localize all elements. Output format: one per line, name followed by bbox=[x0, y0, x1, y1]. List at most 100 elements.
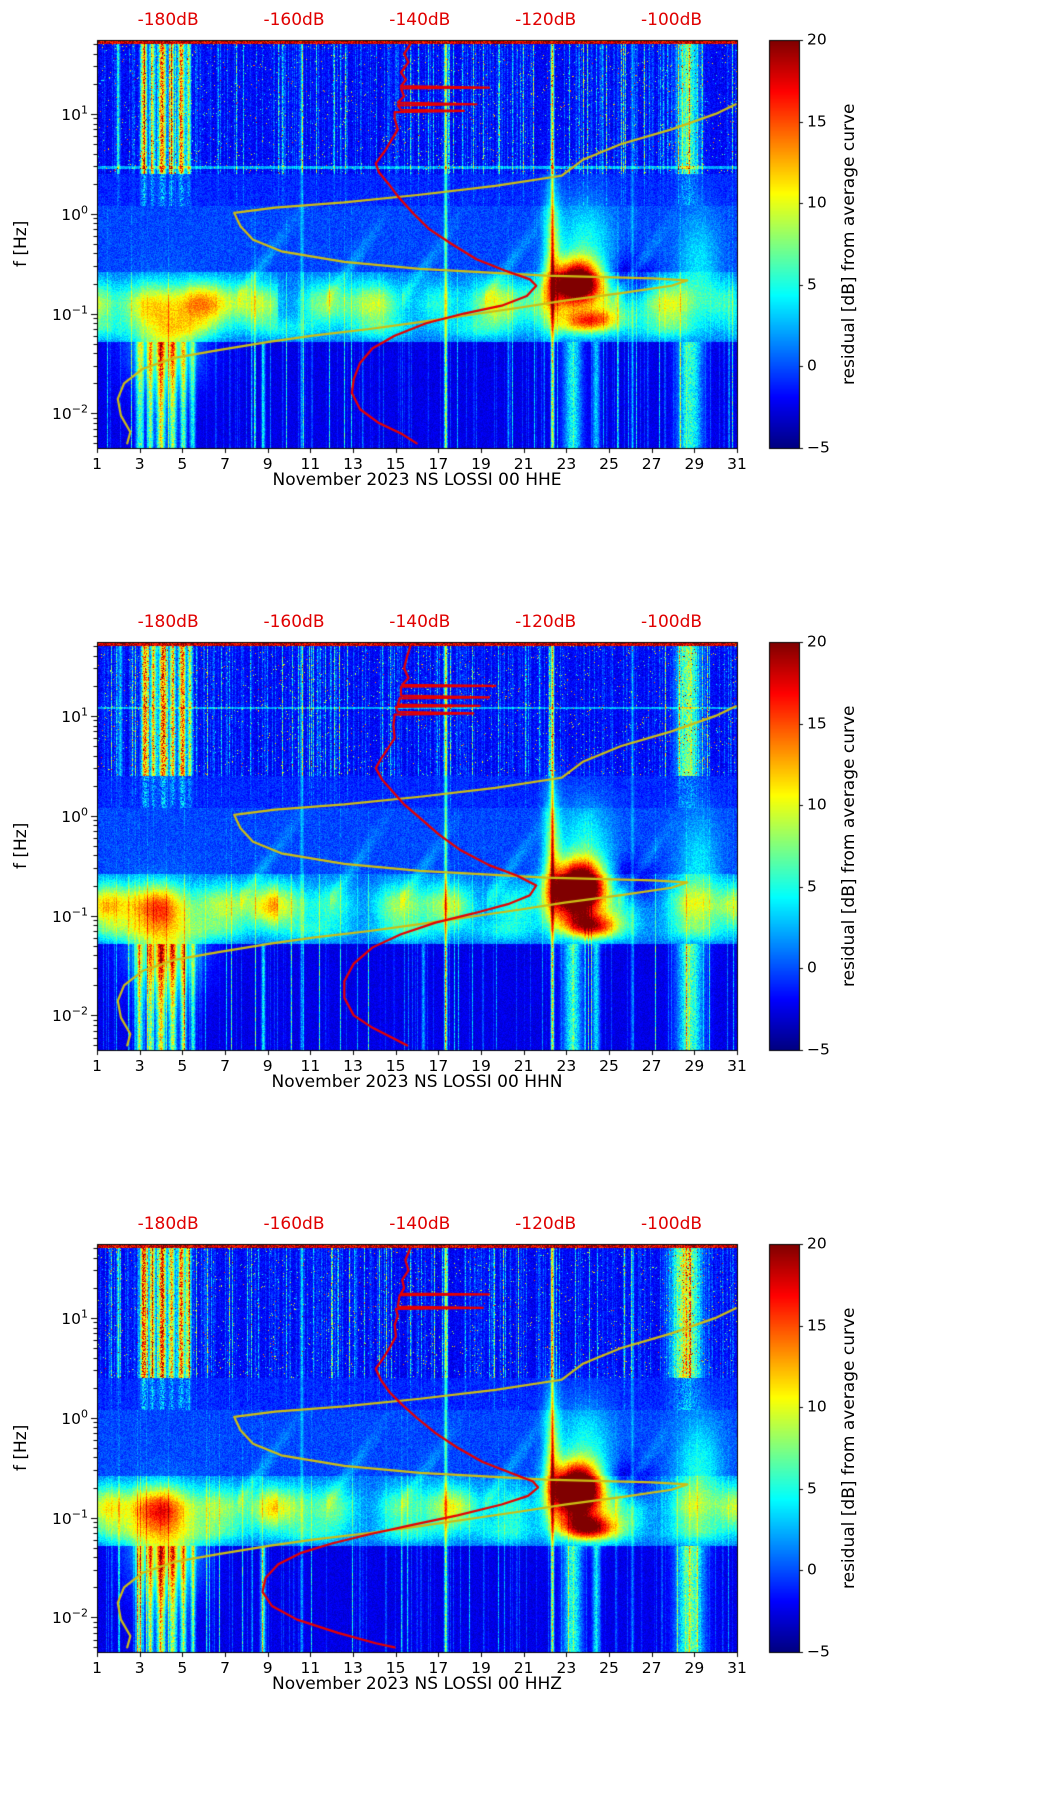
x-tick-label: 3 bbox=[134, 1659, 145, 1677]
top-db-tick: -120dB bbox=[515, 612, 577, 632]
colorbar-tick-label: 20 bbox=[807, 30, 827, 49]
x-tick-label: 21 bbox=[513, 1659, 534, 1677]
x-axis-title: November 2023 NS LOSSI 00 HHN bbox=[271, 1072, 563, 1092]
spectrogram-canvas-hhe bbox=[0, 0, 1052, 602]
x-tick-label: 17 bbox=[428, 1659, 449, 1677]
top-db-tick: -180dB bbox=[137, 10, 199, 30]
y-axis-title: f [Hz] bbox=[11, 1424, 31, 1472]
x-tick-label: 23 bbox=[556, 455, 577, 473]
x-tick-label: 17 bbox=[428, 455, 449, 473]
x-axis-title: November 2023 NS LOSSI 00 HHE bbox=[272, 470, 562, 490]
x-tick-label: 19 bbox=[471, 1057, 491, 1075]
x-tick-label: 29 bbox=[684, 455, 705, 473]
colorbar-tick-label: 20 bbox=[807, 632, 827, 651]
x-tick-label: 1 bbox=[92, 1659, 102, 1677]
colorbar-title: residual [dB] from average curve bbox=[839, 103, 859, 385]
top-db-tick: -160dB bbox=[263, 612, 325, 632]
x-tick-label: 5 bbox=[177, 1057, 188, 1075]
x-tick-label: 1 bbox=[92, 455, 102, 473]
x-tick-label: 13 bbox=[343, 1659, 363, 1677]
spectrogram-panel-hhn: f [Hz] November 2023 NS LOSSI 00 HHN res… bbox=[0, 602, 1052, 1204]
top-db-tick: -180dB bbox=[137, 612, 199, 632]
colorbar-tick-label: 0 bbox=[807, 958, 817, 977]
top-db-tick: -100dB bbox=[641, 10, 703, 30]
colorbar-tick-label: −5 bbox=[807, 438, 830, 457]
top-db-tick: -120dB bbox=[515, 1214, 577, 1234]
top-db-tick: -100dB bbox=[641, 612, 703, 632]
colorbar-tick-label: 20 bbox=[807, 1234, 827, 1253]
top-db-tick: -160dB bbox=[263, 10, 325, 30]
x-tick-label: 15 bbox=[385, 1057, 406, 1075]
colorbar-tick-label: 0 bbox=[807, 356, 817, 375]
x-tick-label: 11 bbox=[300, 1659, 321, 1677]
colorbar-tick-label: 15 bbox=[807, 713, 827, 732]
x-tick-label: 17 bbox=[428, 1057, 449, 1075]
y-tick-label: 10−1 bbox=[52, 303, 88, 324]
y-tick-label: 101 bbox=[61, 1307, 88, 1328]
x-tick-label: 3 bbox=[134, 1057, 145, 1075]
y-axis-title: f [Hz] bbox=[11, 220, 31, 268]
x-tick-label: 5 bbox=[177, 1659, 188, 1677]
y-tick-label: 10−2 bbox=[52, 1005, 88, 1026]
x-tick-label: 31 bbox=[727, 1057, 747, 1075]
x-tick-label: 27 bbox=[641, 455, 662, 473]
colorbar-tick-label: 15 bbox=[807, 1315, 827, 1334]
colorbar-tick-label: −5 bbox=[807, 1642, 830, 1661]
colorbar-title: residual [dB] from average curve bbox=[839, 1307, 859, 1589]
spectrogram-panel-hhz: f [Hz] November 2023 NS LOSSI 00 HHZ res… bbox=[0, 1204, 1052, 1806]
spectrogram-canvas-hhz bbox=[0, 1204, 1052, 1806]
colorbar-title: residual [dB] from average curve bbox=[839, 705, 859, 987]
x-tick-label: 27 bbox=[641, 1057, 662, 1075]
top-db-tick: -160dB bbox=[263, 1214, 325, 1234]
x-tick-label: 23 bbox=[556, 1057, 577, 1075]
x-tick-label: 15 bbox=[385, 455, 406, 473]
x-tick-label: 1 bbox=[92, 1057, 102, 1075]
x-tick-label: 11 bbox=[300, 455, 321, 473]
y-tick-label: 100 bbox=[61, 1407, 88, 1428]
x-tick-label: 7 bbox=[220, 455, 230, 473]
top-db-tick: -100dB bbox=[641, 1214, 703, 1234]
x-tick-label: 19 bbox=[471, 1659, 491, 1677]
x-tick-label: 29 bbox=[684, 1659, 705, 1677]
x-tick-label: 25 bbox=[599, 1057, 619, 1075]
y-tick-label: 10−2 bbox=[52, 403, 88, 424]
x-tick-label: 27 bbox=[641, 1659, 662, 1677]
top-db-tick: -140dB bbox=[389, 612, 451, 632]
x-tick-label: 21 bbox=[513, 1057, 534, 1075]
x-axis-title: November 2023 NS LOSSI 00 HHZ bbox=[272, 1674, 562, 1694]
spectrogram-panel-hhe: f [Hz] November 2023 NS LOSSI 00 HHE res… bbox=[0, 0, 1052, 602]
x-tick-label: 3 bbox=[134, 455, 145, 473]
y-axis-title: f [Hz] bbox=[11, 822, 31, 870]
x-tick-label: 25 bbox=[599, 455, 619, 473]
y-tick-label: 10−2 bbox=[52, 1607, 88, 1628]
top-db-tick: -120dB bbox=[515, 10, 577, 30]
x-tick-label: 13 bbox=[343, 1057, 363, 1075]
colorbar-tick-label: 10 bbox=[807, 193, 827, 212]
x-tick-label: 13 bbox=[343, 455, 363, 473]
x-tick-label: 7 bbox=[220, 1659, 230, 1677]
spectrogram-canvas-hhn bbox=[0, 602, 1052, 1204]
colorbar-tick-label: 0 bbox=[807, 1560, 817, 1579]
x-tick-label: 7 bbox=[220, 1057, 230, 1075]
x-tick-label: 31 bbox=[727, 455, 747, 473]
x-tick-label: 19 bbox=[471, 455, 491, 473]
colorbar-tick-label: 15 bbox=[807, 111, 827, 130]
x-tick-label: 23 bbox=[556, 1659, 577, 1677]
x-tick-label: 29 bbox=[684, 1057, 705, 1075]
y-tick-label: 100 bbox=[61, 805, 88, 826]
y-tick-label: 101 bbox=[61, 103, 88, 124]
colorbar-tick-label: 5 bbox=[807, 1479, 817, 1498]
top-db-tick: -140dB bbox=[389, 1214, 451, 1234]
colorbar-tick-label: 5 bbox=[807, 275, 817, 294]
x-tick-label: 15 bbox=[385, 1659, 406, 1677]
x-tick-label: 9 bbox=[262, 1057, 273, 1075]
colorbar-tick-label: 5 bbox=[807, 877, 817, 896]
x-tick-label: 25 bbox=[599, 1659, 619, 1677]
x-tick-label: 9 bbox=[262, 1659, 273, 1677]
y-tick-label: 10−1 bbox=[52, 905, 88, 926]
y-tick-label: 100 bbox=[61, 203, 88, 224]
x-tick-label: 11 bbox=[300, 1057, 321, 1075]
x-tick-label: 21 bbox=[513, 455, 534, 473]
y-tick-label: 101 bbox=[61, 705, 88, 726]
